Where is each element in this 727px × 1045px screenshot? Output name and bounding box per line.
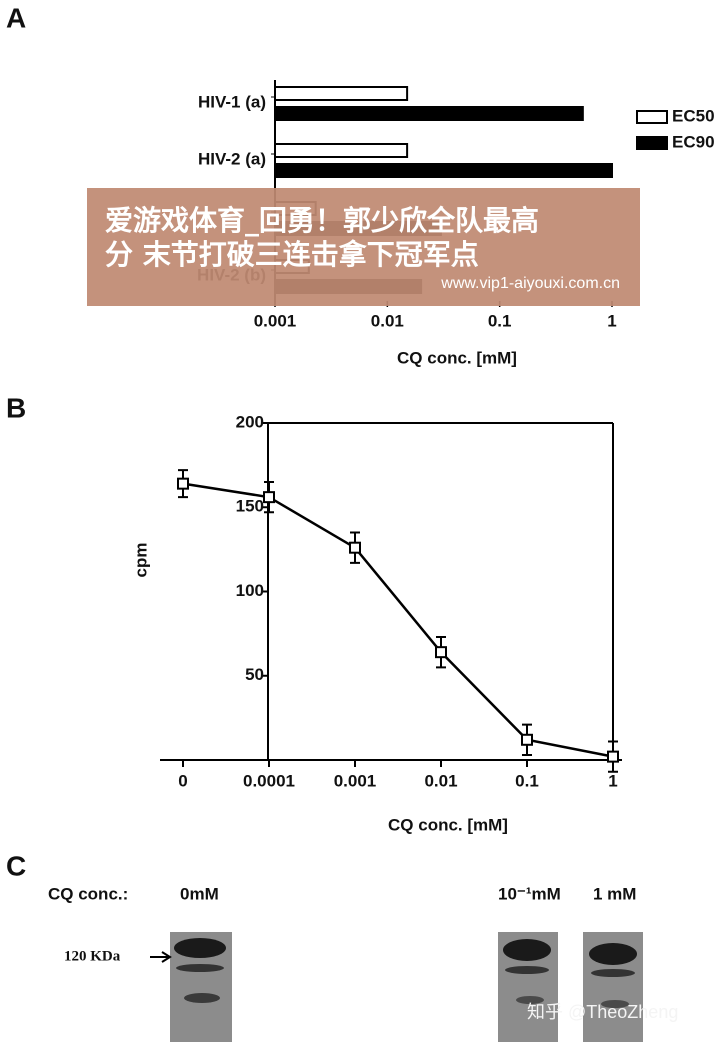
blot-label: CQ conc.:	[48, 884, 128, 903]
chart-b: 50 100 150 200 cpm CQ conc. [mM] 0 0.0001 0.001 0…	[131, 412, 622, 834]
x-tick-label: 0.001	[254, 311, 297, 330]
x-axis-label: CQ conc. [mM]	[388, 815, 508, 834]
x-tick-label: 1	[608, 771, 617, 790]
legend-label: EC90	[672, 132, 715, 151]
blot-images	[150, 932, 643, 1042]
bar	[274, 143, 409, 158]
y-tick-label: HIV-1 (a)	[198, 92, 266, 111]
credit: 知乎 @TheoZheng	[527, 1002, 678, 1022]
watermark: 爱游戏体育_回勇！郭少欣全队最高 分 末节打破三连击拿下冠军点 www.vip1…	[87, 188, 640, 306]
point	[521, 733, 533, 746]
x-tick-label: 0.1	[488, 311, 512, 330]
x-axis-label: CQ conc. [mM]	[397, 348, 517, 367]
panel-label: B	[6, 392, 26, 423]
watermark-text: 分 末节打破三连击拿下冠军点	[105, 238, 479, 271]
y-tick-label: HIV-2 (a)	[198, 149, 266, 168]
point	[435, 646, 447, 659]
line	[182, 482, 614, 758]
y-tick-label: 50	[245, 665, 264, 684]
y-axis-label: cpm	[131, 543, 150, 578]
watermark-url: www.vip1-aiyouxi.com.cn	[440, 275, 620, 292]
x-tick-label: 0.01	[424, 771, 457, 790]
x-tick-label: 0	[178, 771, 187, 790]
x-tick-label: 0.001	[334, 771, 377, 790]
panel-label: C	[6, 850, 26, 881]
watermark-text: 爱游戏体育_回勇！郭少欣全队最高	[105, 204, 539, 237]
bar	[274, 86, 409, 101]
marker-label: 120 KDa	[64, 948, 121, 964]
point	[177, 477, 189, 490]
x-tick-label: 0.01	[371, 311, 404, 330]
x-tick-label: 1	[607, 311, 616, 330]
lane-label: 1 mM	[593, 884, 636, 903]
legend-swatch	[636, 110, 668, 124]
y-tick-label: 100	[236, 581, 264, 600]
legend-label: EC50	[672, 106, 715, 125]
lane-label: 10⁻¹mM	[498, 884, 561, 903]
point	[607, 750, 619, 763]
lane-label: 0mM	[180, 884, 219, 903]
panel-label: A	[6, 2, 26, 33]
point	[349, 541, 361, 554]
bar	[274, 163, 613, 178]
point	[263, 491, 275, 504]
y-tick-label: 200	[236, 412, 264, 431]
x-tick-label: 0.0001	[243, 771, 295, 790]
x-tick-label: 0.1	[515, 771, 539, 790]
y-tick-label: 150	[236, 497, 264, 516]
bar	[274, 106, 584, 121]
legend-swatch	[636, 136, 668, 150]
